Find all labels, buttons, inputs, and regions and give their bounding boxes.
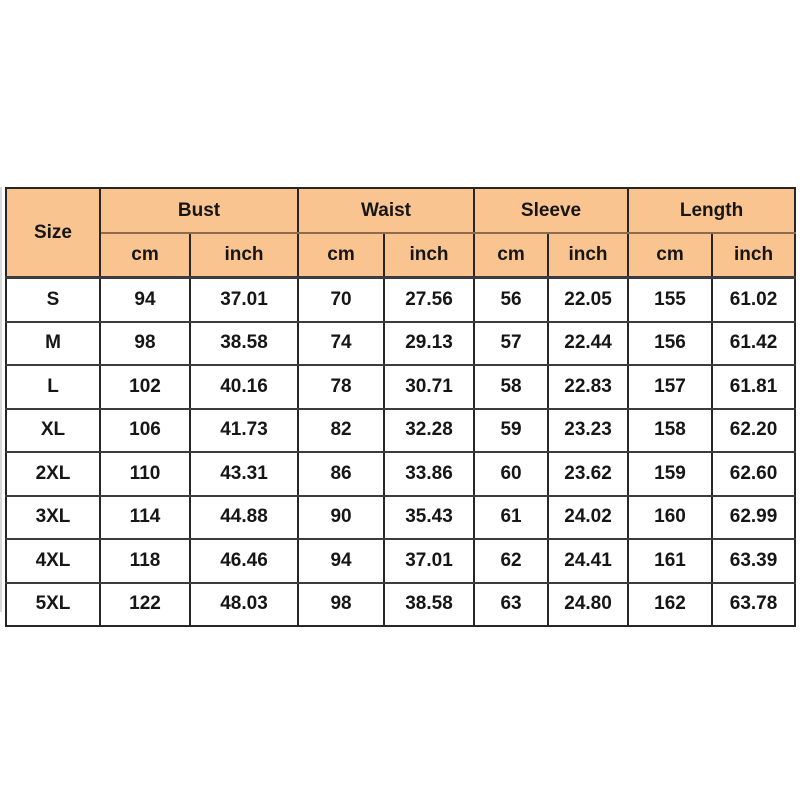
measurement-cell: 61.42	[711, 321, 797, 366]
measurement-cell: 156	[627, 321, 714, 366]
measurement-cell: 60	[473, 452, 550, 497]
measurement-cell: 62.20	[711, 408, 797, 453]
measurement-cell: 157	[627, 365, 714, 410]
measurement-cell: 43.31	[188, 452, 300, 497]
measurement-cell: 61	[473, 495, 550, 540]
measurement-cell: 62	[473, 539, 550, 584]
measurement-cell: 155	[627, 277, 714, 323]
size-label-cell: L	[5, 365, 101, 410]
measurement-cell: 98	[99, 321, 191, 366]
measurement-cell: 44.88	[188, 495, 300, 540]
group-header-waist: Waist	[297, 188, 476, 234]
measurement-cell: 118	[99, 539, 191, 584]
measurement-cell: 37.01	[383, 539, 476, 584]
size-label-cell: 4XL	[5, 539, 101, 584]
measurement-cell: 22.44	[547, 321, 630, 366]
measurement-cell: 61.02	[711, 277, 797, 323]
measurement-cell: 27.56	[383, 277, 476, 323]
measurement-cell: 23.62	[547, 452, 630, 497]
unit-header-bust-inch: inch	[188, 233, 300, 279]
measurement-cell: 94	[297, 539, 386, 584]
unit-header-bust-cm: cm	[99, 233, 191, 279]
measurement-cell: 24.02	[547, 495, 630, 540]
size-label-cell: 5XL	[5, 582, 101, 626]
measurement-cell: 24.80	[547, 582, 630, 626]
measurement-cell: 40.16	[188, 365, 300, 410]
measurement-cell: 56	[473, 277, 550, 323]
table-row-s: S 94 37.01 70 27.56 56 22.05 155 61.02	[5, 277, 797, 323]
measurement-cell: 90	[297, 495, 386, 540]
table-row-4xl: 4XL 118 46.46 94 37.01 62 24.41 161 63.3…	[5, 539, 797, 584]
unit-header-waist-inch: inch	[383, 233, 476, 279]
size-label-cell: 3XL	[5, 495, 101, 540]
group-header-length: Length	[627, 188, 797, 234]
measurement-cell: 57	[473, 321, 550, 366]
measurement-cell: 106	[99, 408, 191, 453]
measurement-cell: 22.83	[547, 365, 630, 410]
measurement-cell: 110	[99, 452, 191, 497]
left-edge-artifact	[0, 187, 2, 612]
measurement-cell: 62.60	[711, 452, 797, 497]
measurement-cell: 46.46	[188, 539, 300, 584]
measurement-cell: 58	[473, 365, 550, 410]
measurement-cell: 29.13	[383, 321, 476, 366]
measurement-cell: 122	[99, 582, 191, 626]
size-label-cell: M	[5, 321, 101, 366]
measurement-cell: 82	[297, 408, 386, 453]
measurement-cell: 61.81	[711, 365, 797, 410]
measurement-cell: 35.43	[383, 495, 476, 540]
table-row-3xl: 3XL 114 44.88 90 35.43 61 24.02 160 62.9…	[5, 495, 797, 540]
size-label-cell: 2XL	[5, 452, 101, 497]
table-row-m: M 98 38.58 74 29.13 57 22.44 156 61.42	[5, 321, 797, 366]
measurement-cell: 33.86	[383, 452, 476, 497]
measurement-cell: 63	[473, 582, 550, 626]
table-row-xl: XL 106 41.73 82 32.28 59 23.23 158 62.20	[5, 408, 797, 453]
measurement-cell: 74	[297, 321, 386, 366]
measurement-cell: 30.71	[383, 365, 476, 410]
measurement-cell: 38.58	[188, 321, 300, 366]
measurement-cell: 62.99	[711, 495, 797, 540]
unit-header-sleeve-cm: cm	[473, 233, 550, 279]
size-label-cell: XL	[5, 408, 101, 453]
measurement-cell: 114	[99, 495, 191, 540]
size-chart-table: Size Bust Waist Sleeve Length cm inch cm…	[5, 187, 797, 627]
header-group-row: Size Bust Waist Sleeve Length	[5, 188, 797, 279]
measurement-cell: 48.03	[188, 582, 300, 626]
size-label-cell: S	[5, 277, 101, 323]
measurement-cell: 102	[99, 365, 191, 410]
measurement-cell: 37.01	[188, 277, 300, 323]
unit-header-waist-cm: cm	[297, 233, 386, 279]
measurement-cell: 160	[627, 495, 714, 540]
measurement-cell: 32.28	[383, 408, 476, 453]
measurement-cell: 158	[627, 408, 714, 453]
measurement-cell: 59	[473, 408, 550, 453]
unit-header-sleeve-inch: inch	[547, 233, 630, 279]
measurement-cell: 159	[627, 452, 714, 497]
measurement-cell: 23.23	[547, 408, 630, 453]
measurement-cell: 38.58	[383, 582, 476, 626]
measurement-cell: 78	[297, 365, 386, 410]
measurement-cell: 161	[627, 539, 714, 584]
unit-header-length-cm: cm	[627, 233, 714, 279]
measurement-cell: 86	[297, 452, 386, 497]
unit-header-length-inch: inch	[711, 233, 797, 279]
table-row-l: L 102 40.16 78 30.71 58 22.83 157 61.81	[5, 365, 797, 410]
measurement-cell: 70	[297, 277, 386, 323]
measurement-cell: 22.05	[547, 277, 630, 323]
measurement-cell: 63.78	[711, 582, 797, 626]
measurement-cell: 63.39	[711, 539, 797, 584]
group-header-sleeve: Sleeve	[473, 188, 630, 234]
measurement-cell: 162	[627, 582, 714, 626]
group-header-bust: Bust	[98, 188, 300, 234]
table-row-2xl: 2XL 110 43.31 86 33.86 60 23.62 159 62.6…	[5, 452, 797, 497]
size-header-cell: Size	[5, 188, 101, 279]
measurement-cell: 98	[297, 582, 386, 626]
measurement-cell: 24.41	[547, 539, 630, 584]
measurement-cell: 94	[99, 277, 191, 323]
header-unit-row: cm inch cm inch cm inch cm inch	[6, 233, 797, 279]
measurement-cell: 41.73	[188, 408, 300, 453]
table-row-5xl: 5XL 122 48.03 98 38.58 63 24.80 162 63.7…	[5, 582, 797, 626]
